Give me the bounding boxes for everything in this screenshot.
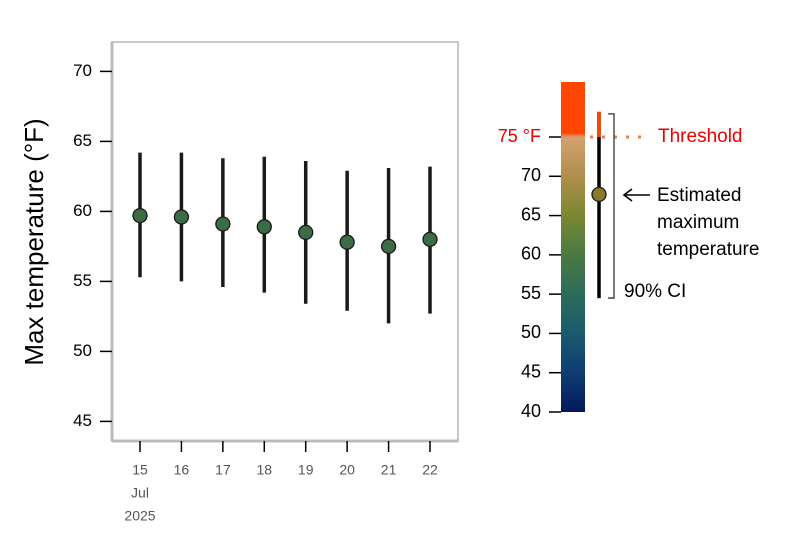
colorbar-tick-label: 50 [521,322,541,342]
colorbar-tick-label: 45 [521,361,541,381]
ci-bracket [608,113,615,299]
year-label: 2025 [124,508,155,524]
y-axis-label: Max temperature (°F) [19,118,49,365]
estimate-label: temperature [657,239,759,260]
y-tick-label: 60 [73,201,92,220]
plot-frame [111,41,459,442]
month-label: Jul [131,485,149,501]
x-tick-label: 15 [132,462,148,478]
ci-label: 90% CI [624,281,686,302]
estimate-arrow [622,188,650,202]
point [132,207,148,224]
colorbar-tick-label: 60 [521,244,541,264]
point [339,234,355,250]
y-tick-label: 50 [73,341,92,360]
colorbar-tick-label: 75 °F [498,126,541,146]
y-tick-label: 55 [73,271,92,290]
colorbar-tick-label: 55 [521,283,541,303]
x-tick-label: 19 [298,462,314,478]
colorbar-tick-label: 70 [521,165,541,185]
colorbar-tick-label: 40 [521,401,541,421]
estimate-label: maximum [657,212,739,233]
x-tick-label: 16 [174,462,190,478]
point [173,209,190,225]
x-tick-label: 20 [339,462,355,478]
x-tick-label: 17 [215,462,231,478]
y-tick-label: 45 [73,411,92,430]
x-tick-label: 22 [422,462,438,478]
point [380,238,397,255]
x-tick-label: 21 [381,462,397,478]
point [215,216,231,232]
point [298,224,314,241]
y-tick-label: 70 [73,61,92,80]
x-tick-label: 18 [256,462,272,478]
y-tick-label: 65 [73,131,92,150]
estimate-label: Estimated [657,185,741,206]
legend-point [591,186,607,203]
colorbar [561,82,585,412]
point [256,219,272,235]
colorbar-tick-label: 65 [521,204,541,224]
point [422,231,438,248]
threshold-label: Threshold [658,126,743,147]
